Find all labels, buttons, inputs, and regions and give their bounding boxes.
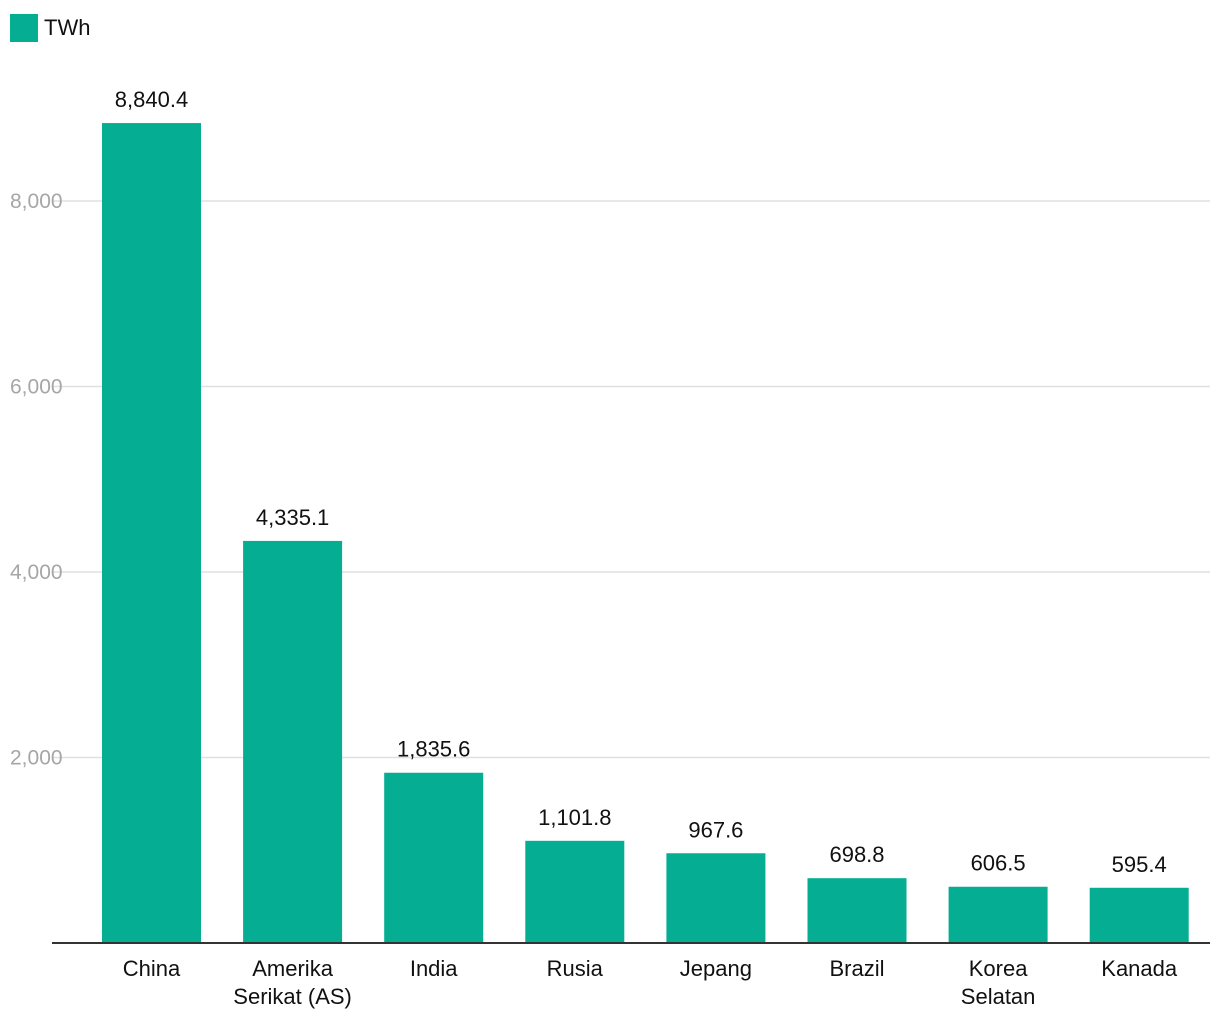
x-tick-label: China [123,956,181,981]
bar [666,853,766,943]
data-label: 595.4 [1112,852,1167,877]
bar [102,123,201,943]
data-label: 698.8 [829,842,884,867]
y-tick-label: 2,000 [10,747,63,770]
bar [525,840,625,943]
x-tick-label: Korea Selatan [961,956,1036,1009]
data-label: 1,835.6 [397,737,470,762]
x-tick-label: Jepang [680,956,752,981]
data-label: 606.5 [971,851,1026,876]
x-tick-label: Rusia [547,956,604,981]
bars [102,123,1189,943]
legend-label: TWh [44,15,91,40]
data-label: 4,335.1 [256,505,329,530]
data-label: 1,101.8 [538,805,611,830]
gridlines [52,200,1210,759]
x-tick-label: Kanada [1101,956,1178,981]
bar [243,540,343,943]
bar [1089,887,1189,943]
data-label: 967.6 [688,817,743,842]
data-labels: 8,840.4 4,335.1 1,835.6 1,101.8 967.6 698.8 60… [115,87,1167,877]
y-axis-ticks: 2,000 4,000 6,000 8,000 [10,190,63,770]
x-tick-label: Brazil [829,956,884,981]
legend-swatch [10,14,38,42]
x-tick-label: Amerika Serikat (AS) [233,956,352,1009]
bar [807,878,907,943]
legend: TWh [10,13,90,43]
x-axis-labels: China Amerika Serikat (AS) India Rusia Jepang… [123,956,1178,1009]
y-tick-label: 4,000 [10,561,63,584]
bar [384,772,484,943]
data-label: 8,840.4 [115,87,188,112]
bar [948,886,1048,943]
y-tick-label: 6,000 [10,376,63,399]
y-tick-label: 8,000 [10,190,63,213]
x-tick-label: India [410,956,458,981]
